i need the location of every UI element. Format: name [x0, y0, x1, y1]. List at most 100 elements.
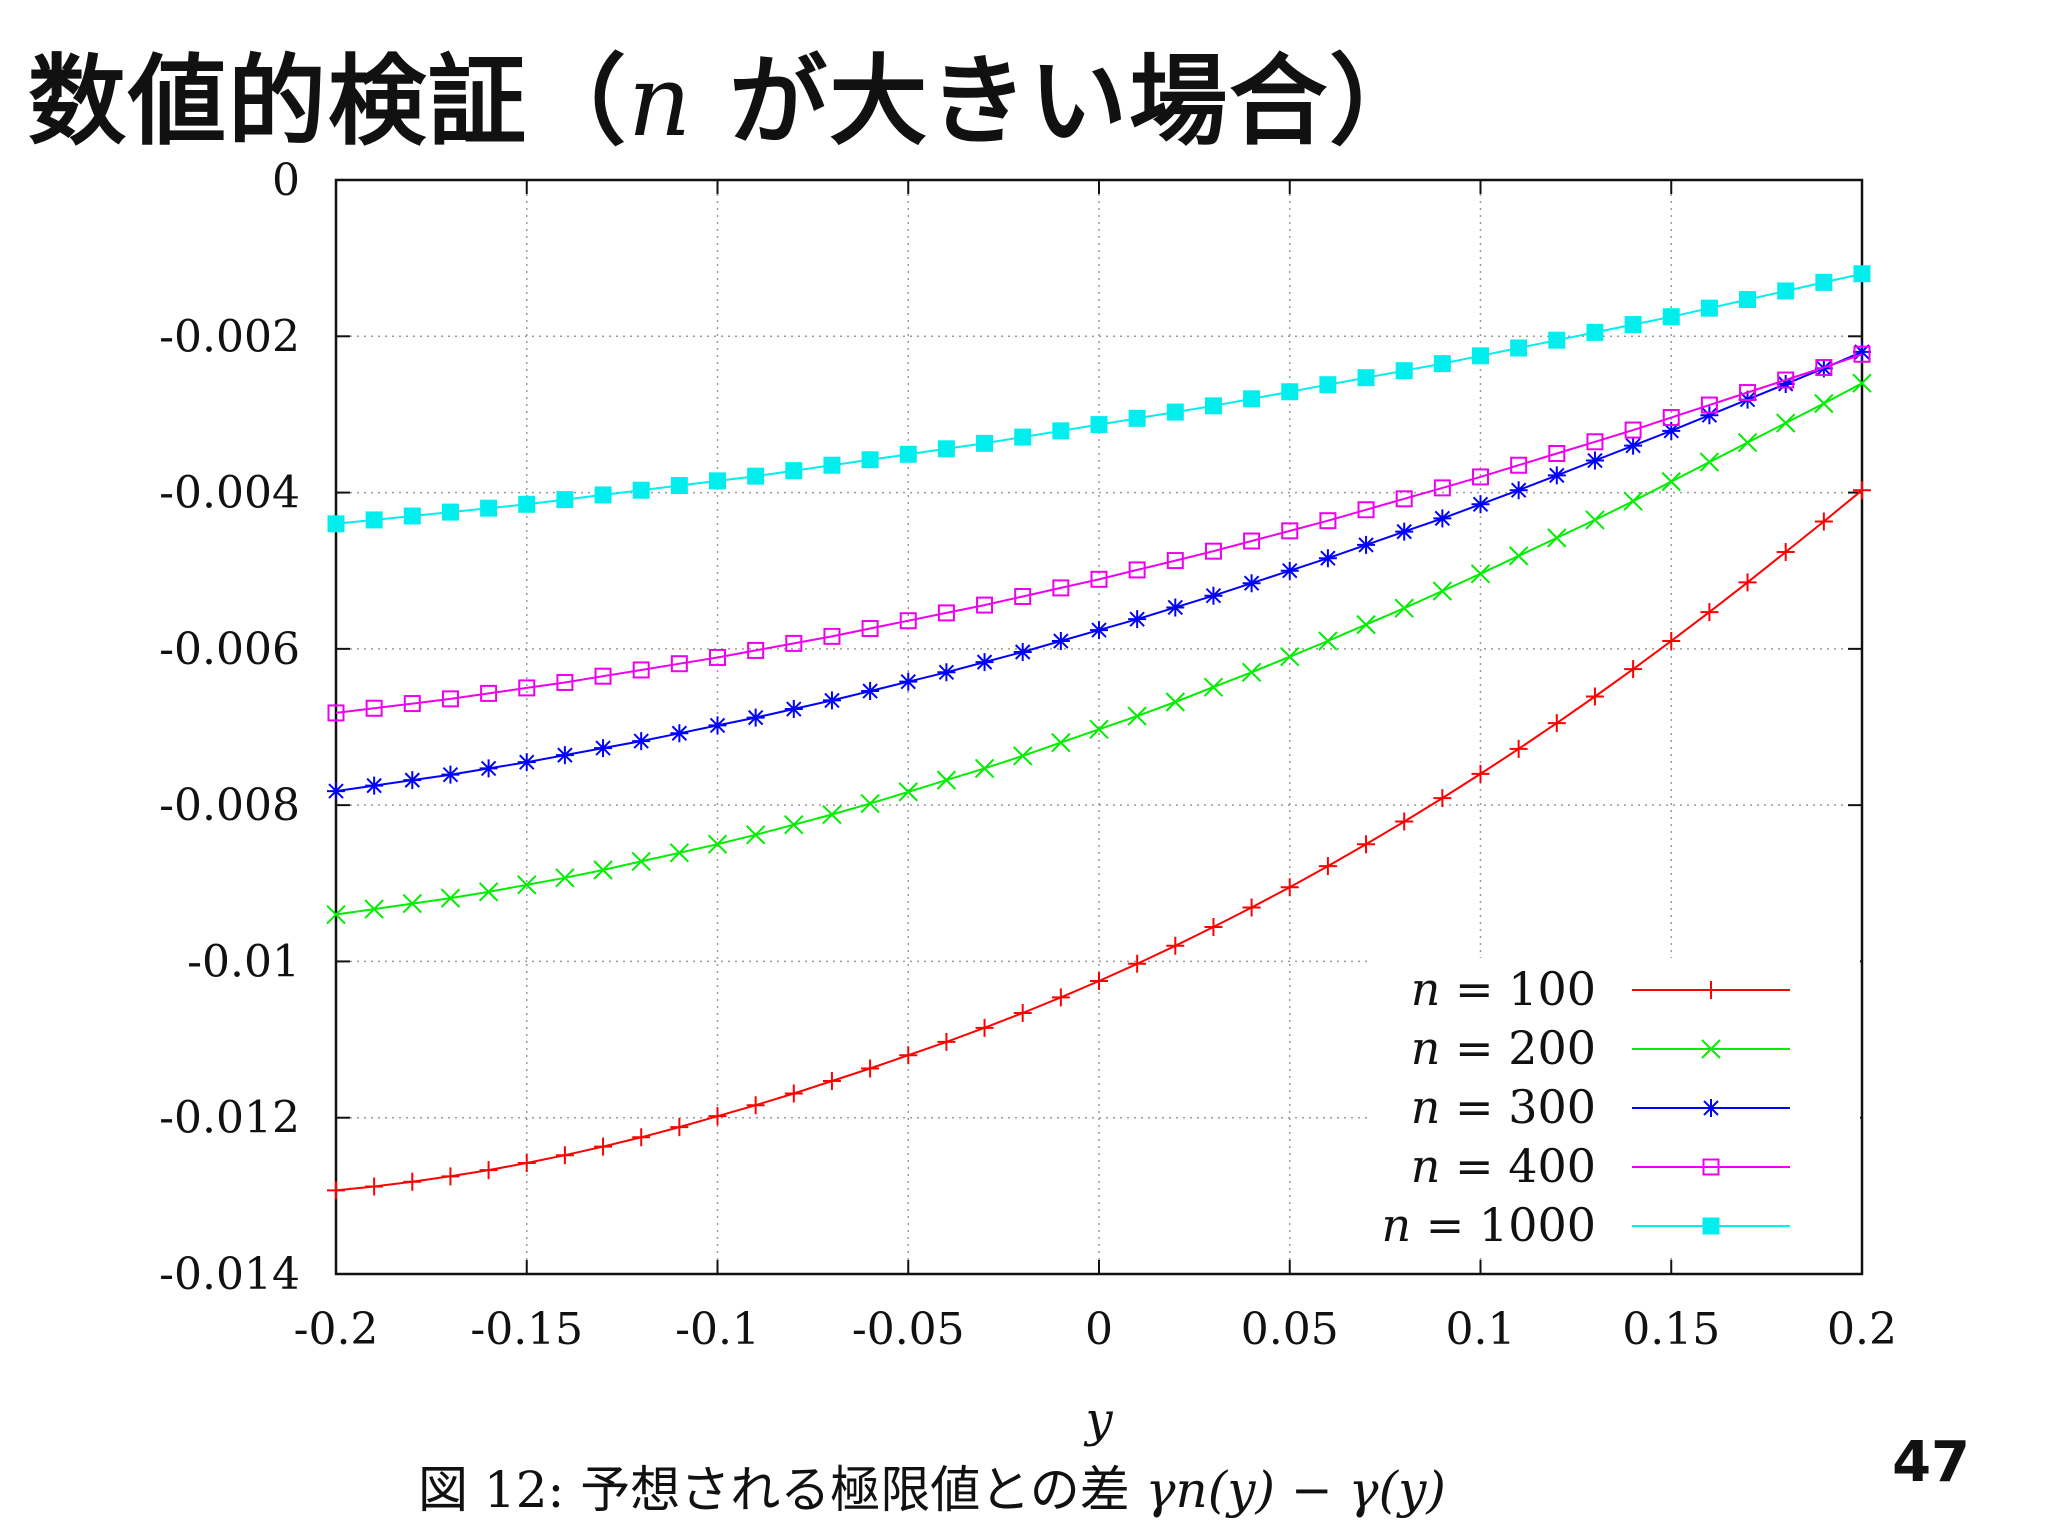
data-point [1128, 954, 1147, 973]
legend-variable: n [1411, 1021, 1455, 1075]
data-point [1700, 603, 1719, 622]
y-tick-label: -0.014 [159, 1249, 300, 1300]
data-point [1204, 586, 1223, 605]
data-point [976, 434, 994, 452]
data-point [860, 793, 880, 814]
legend-label: n = 100 [1411, 962, 1596, 1016]
legend-value: = 400 [1455, 1139, 1596, 1193]
data-point [1624, 316, 1642, 334]
data-point [479, 1161, 498, 1180]
data-point [1853, 345, 1871, 363]
data-point [1737, 432, 1758, 453]
data-point [899, 445, 917, 463]
data-point [708, 1107, 727, 1126]
data-point [441, 690, 459, 708]
data-point [823, 456, 841, 474]
data-point [364, 899, 384, 919]
data-point [1470, 564, 1491, 584]
data-point [1700, 396, 1718, 414]
data-point [861, 451, 879, 469]
data-point [1357, 369, 1375, 387]
data-point [1777, 371, 1795, 389]
data-point [1013, 642, 1032, 661]
data-point [632, 1128, 651, 1147]
data-point [441, 1167, 460, 1186]
data-point [861, 1059, 880, 1078]
data-point [709, 648, 726, 666]
data-point [1204, 542, 1222, 560]
data-point [1395, 490, 1413, 508]
legend-variable: n [1411, 962, 1455, 1016]
data-point [747, 467, 765, 485]
data-point [1624, 421, 1642, 439]
data-point [707, 834, 728, 854]
data-point [326, 904, 346, 925]
data-point [594, 667, 612, 685]
data-point [365, 776, 384, 795]
data-point [1814, 512, 1833, 531]
data-point [1318, 631, 1338, 651]
data-point [403, 771, 422, 790]
data-point [1510, 339, 1528, 357]
data-point [480, 684, 498, 702]
title-suffix: が大きい場合） [693, 45, 1430, 159]
data-point [518, 679, 536, 697]
data-point [403, 507, 421, 525]
data-point [1472, 468, 1489, 486]
data-point [1547, 714, 1566, 733]
data-point [1052, 422, 1070, 440]
data-point [594, 739, 613, 758]
data-point [327, 515, 345, 533]
series-group [326, 265, 1872, 1200]
data-point [1508, 546, 1529, 566]
data-point [1472, 347, 1489, 365]
data-point [1548, 331, 1566, 349]
data-point [1624, 660, 1643, 679]
data-point [1432, 581, 1453, 601]
data-point [365, 1177, 384, 1196]
legend-label: n = 1000 [1382, 1198, 1596, 1252]
data-point [327, 1181, 345, 1200]
data-point [746, 1096, 765, 1115]
data-point [1815, 359, 1833, 377]
legend-value: = 1000 [1426, 1198, 1596, 1252]
data-point [556, 673, 574, 691]
data-point [1395, 812, 1414, 831]
data-point [1585, 687, 1604, 706]
data-point [632, 661, 650, 679]
legend-marker [1702, 981, 1720, 999]
data-point [1395, 362, 1413, 380]
data-point [403, 695, 421, 713]
x-tick-label: 0.2 [1827, 1304, 1897, 1355]
data-point [1165, 692, 1186, 712]
data-point [403, 1172, 422, 1191]
data-point [1624, 436, 1643, 455]
data-point [1243, 532, 1261, 550]
data-point [1013, 1004, 1032, 1022]
data-point [1509, 739, 1528, 758]
data-point [1204, 918, 1223, 937]
legend-variable: n [1411, 1139, 1455, 1193]
data-point [1357, 835, 1376, 854]
data-point [1777, 282, 1795, 300]
data-point [1739, 291, 1757, 309]
data-point [1776, 374, 1795, 393]
data-point [1661, 471, 1681, 492]
y-tick-label: -0.002 [159, 311, 300, 362]
y-tick-label: -0.006 [159, 624, 300, 675]
data-point [1547, 528, 1567, 548]
caption-prefix: 図 12: 予想される極限値との差 [418, 1461, 1146, 1519]
x-tick-label: 0 [1085, 1304, 1113, 1355]
data-point [1852, 373, 1872, 393]
data-point [1433, 509, 1452, 528]
data-point [1318, 857, 1337, 876]
data-point [1243, 390, 1261, 408]
caption-math: γn(y) − γ(y) [1145, 1461, 1446, 1519]
x-tick-label: -0.2 [294, 1304, 379, 1355]
data-point [1280, 878, 1299, 897]
data-point [975, 653, 994, 672]
data-point [593, 860, 613, 880]
data-point [1815, 273, 1833, 291]
data-point [1662, 632, 1681, 651]
data-point [1090, 570, 1108, 588]
